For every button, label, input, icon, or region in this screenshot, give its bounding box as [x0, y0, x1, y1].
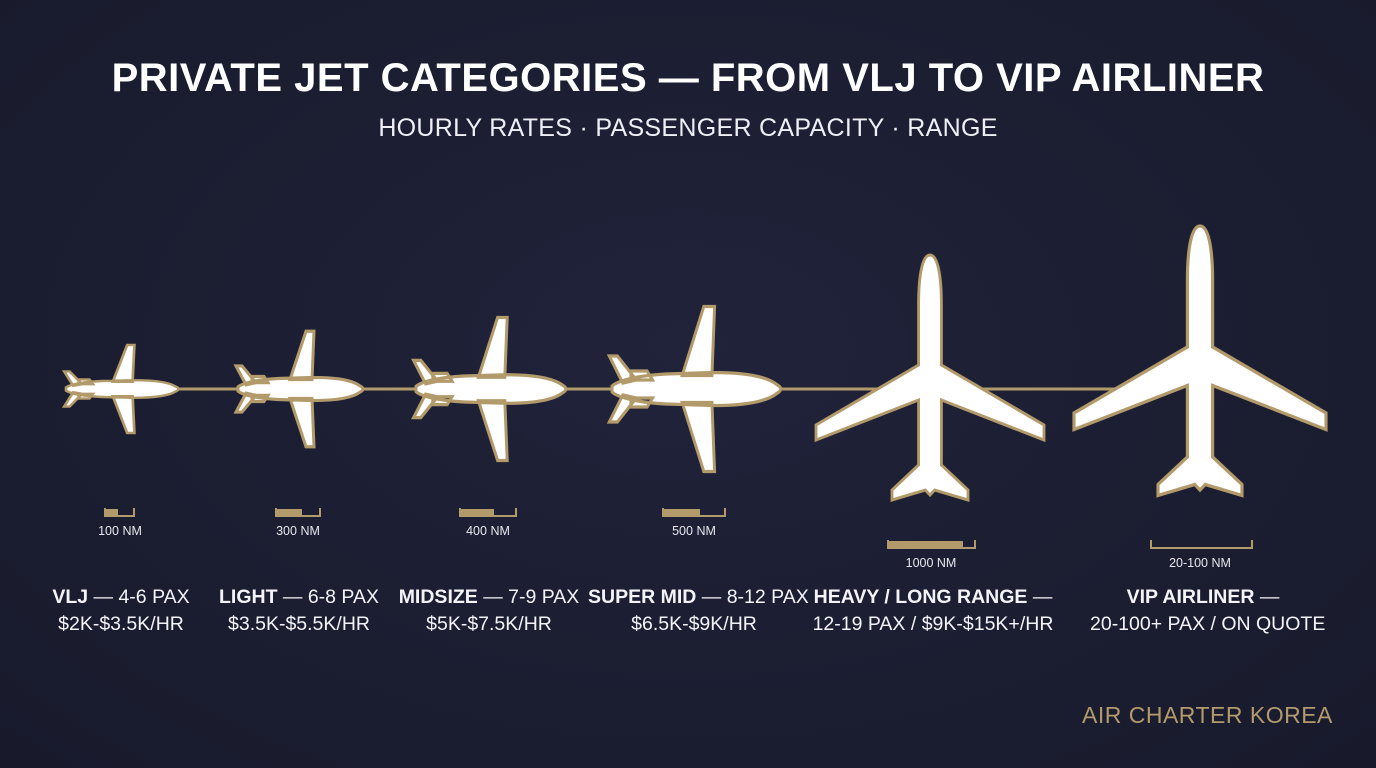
category-name: MIDSIZE: [398, 586, 478, 608]
category-super-mid: SUPER MID — 8-12 PAX $6.5K-$9K/HR: [588, 584, 809, 638]
category-name: VIP AIRLINER: [1126, 586, 1255, 608]
range-bar-vip: [1150, 540, 1253, 549]
category-pax: —: [1032, 586, 1053, 608]
category-name: SUPER MID: [588, 586, 697, 608]
category-rate: $5K-$7.5K/HR: [426, 613, 552, 635]
category-rate: 20-100+ PAX / ON QUOTE: [1090, 613, 1326, 635]
category-name: LIGHT: [218, 586, 278, 608]
category-pax: — 6-8 PAX: [282, 586, 379, 608]
page-title: PRIVATE JET CATEGORIES — FROM VLJ TO VIP…: [111, 56, 1265, 100]
range-bars: [104, 508, 1253, 549]
category-light: LIGHT — 6-8 PAX $3.5K-$5.5K/HR: [218, 584, 380, 638]
category-name: VLJ: [52, 586, 89, 608]
heavy-jet-icon: [814, 253, 1046, 502]
category-pax: — 8-12 PAX: [701, 586, 809, 608]
category-name: HEAVY / LONG RANGE: [813, 586, 1028, 608]
category-pax: — 4-6 PAX: [93, 586, 190, 608]
range-label-super-mid: 500 NM: [672, 524, 716, 538]
super-mid-jet-icon: [607, 304, 783, 474]
range-label-vlj: 100 NM: [98, 524, 142, 538]
range-label-light: 300 NM: [276, 524, 320, 538]
category-vlj: VLJ — 4-6 PAX $2K-$3.5K/HR: [50, 584, 192, 638]
category-rate: $2K-$3.5K/HR: [58, 613, 184, 635]
category-rate: $6.5K-$9K/HR: [631, 613, 757, 635]
range-label-midsize: 400 NM: [466, 524, 510, 538]
category-pax: — 7-9 PAX: [483, 586, 580, 608]
page-subtitle: HOURLY RATES · PASSENGER CAPACITY · RANG…: [378, 114, 998, 142]
category-vip-airliner: VIP AIRLINER — 20-100+ PAX / ON QUOTE: [1090, 584, 1326, 638]
midsize-jet-icon: [411, 315, 568, 463]
category-rate: 12-19 PAX / $9K-$15K+/HR: [812, 613, 1054, 635]
brand-wordmark: AIR CHARTER KOREA: [1082, 702, 1333, 728]
range-label-vip: 20-100 NM: [1169, 556, 1231, 570]
light-jet-icon: [234, 329, 365, 449]
vlj-jet-icon: [62, 343, 180, 435]
category-midsize: MIDSIZE — 7-9 PAX $5K-$7.5K/HR: [398, 584, 580, 638]
range-bar-vlj: [104, 508, 135, 517]
category-pax: —: [1259, 586, 1280, 608]
vip-airliner-icon: [1072, 224, 1328, 498]
category-rate: $3.5K-$5.5K/HR: [228, 613, 370, 635]
range-label-heavy: 1000 NM: [905, 556, 957, 570]
category-heavy: HEAVY / LONG RANGE — 12-19 PAX / $9K-$15…: [810, 584, 1056, 638]
